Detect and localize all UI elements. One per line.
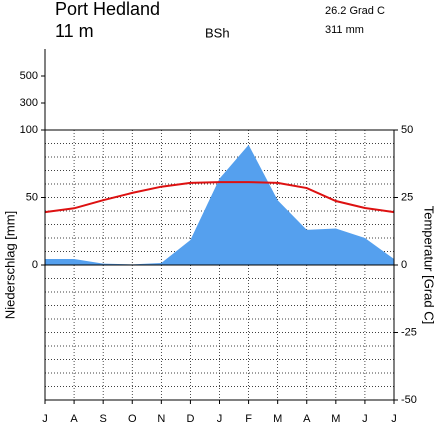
y-tick-label: 50 bbox=[26, 191, 38, 203]
y-tick-label: 300 bbox=[20, 97, 38, 109]
annotation: 311 mm bbox=[325, 24, 364, 36]
x-tick-label: M bbox=[331, 413, 340, 425]
y2-tick-label: 25 bbox=[401, 191, 413, 203]
temperature-line bbox=[44, 181, 395, 214]
x-tick-label: A bbox=[303, 413, 311, 425]
y2-tick-label: -50 bbox=[401, 394, 417, 406]
x-tick-label: O bbox=[128, 413, 137, 425]
climate-class: BSh bbox=[205, 25, 230, 40]
y2-tick-label: 0 bbox=[401, 259, 407, 271]
y2-tick-label: 50 bbox=[401, 124, 413, 136]
chart-title: Port Hedland bbox=[55, 0, 160, 19]
y2-tick-label: -25 bbox=[401, 326, 417, 338]
x-tick-label: J bbox=[362, 413, 368, 425]
x-tick-label: N bbox=[157, 413, 165, 425]
y2-axis-label: Temperatur [Grad C] bbox=[422, 206, 437, 325]
y-tick-label: 500 bbox=[20, 70, 38, 82]
x-tick-label: J bbox=[42, 413, 48, 425]
x-tick-label: A bbox=[70, 413, 78, 425]
x-tick-label: S bbox=[99, 413, 106, 425]
x-tick-label: F bbox=[245, 413, 252, 425]
y-axis-label: Niederschlag [mm] bbox=[2, 211, 17, 319]
x-tick-label: M bbox=[273, 413, 282, 425]
x-tick-label: D bbox=[186, 413, 194, 425]
x-tick-label: J bbox=[217, 413, 223, 425]
y-tick-label: 100 bbox=[20, 124, 38, 136]
precipitation-area bbox=[45, 144, 394, 265]
y-tick-label: 0 bbox=[32, 259, 38, 271]
x-tick-label: J bbox=[391, 413, 397, 425]
chart-subtitle: 11 m bbox=[55, 21, 94, 41]
annotation: 26.2 Grad C bbox=[325, 5, 385, 17]
